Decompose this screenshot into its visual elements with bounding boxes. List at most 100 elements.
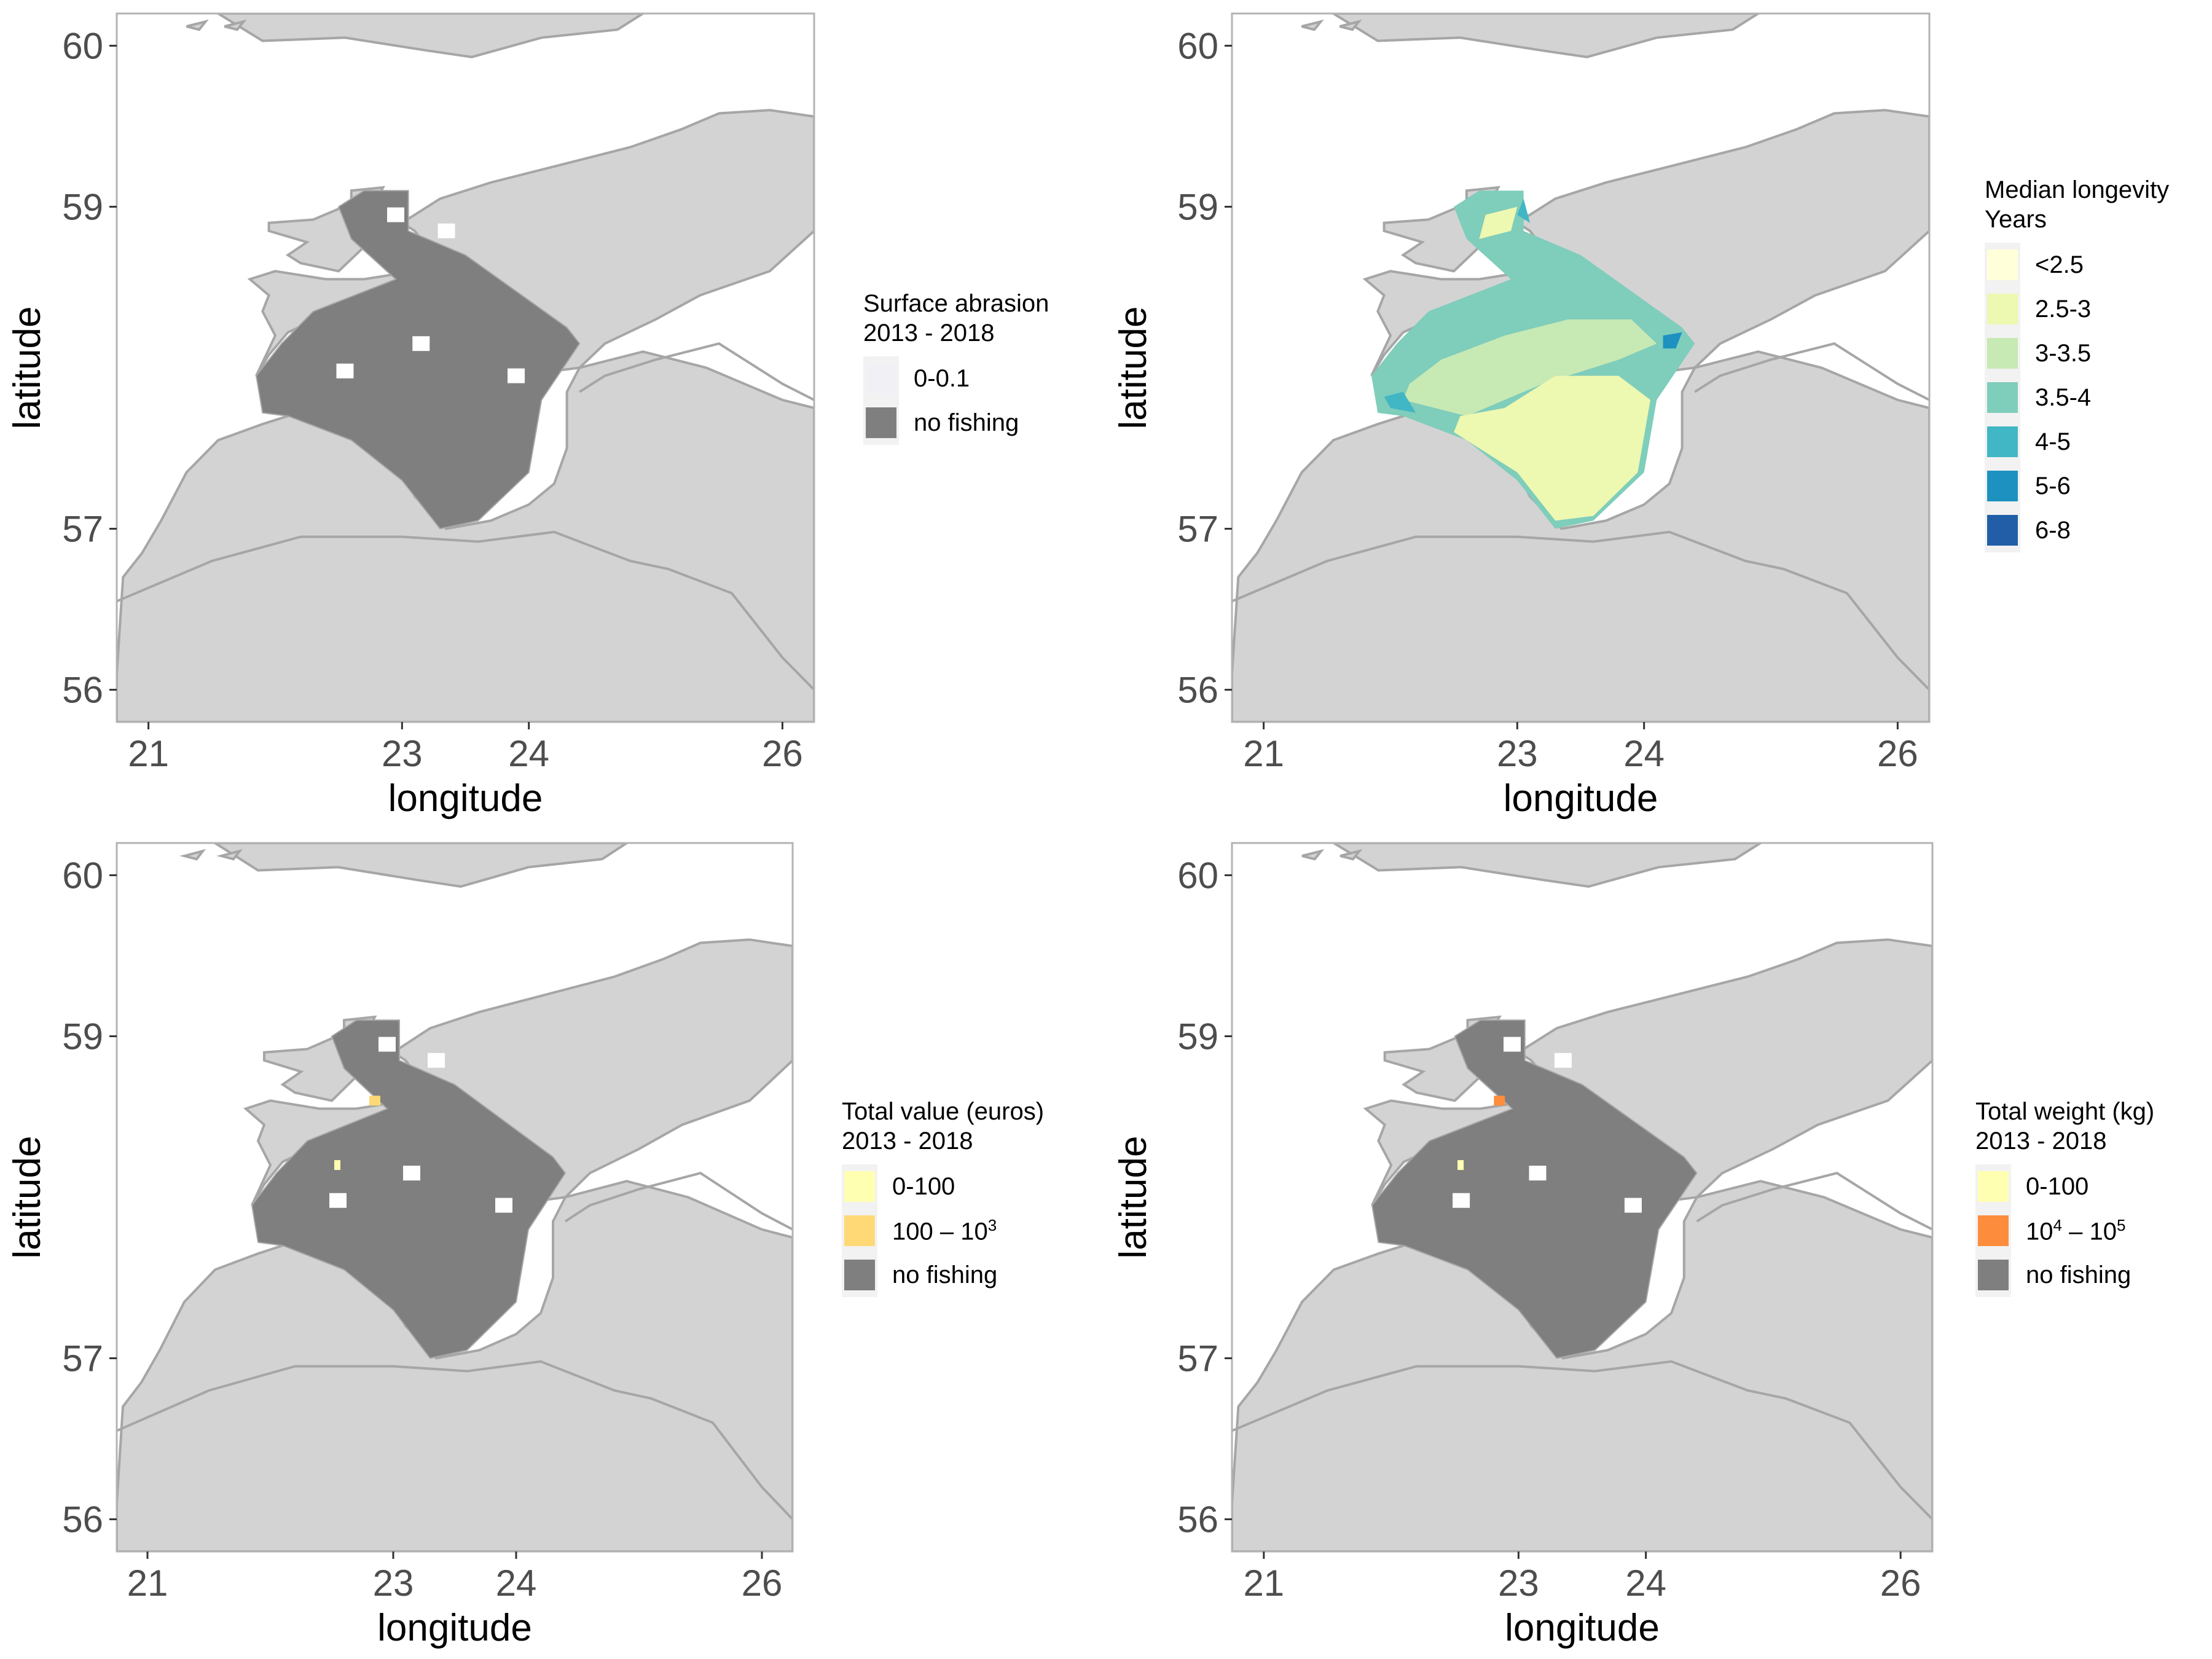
panel-total-weight: 21 23 24 26 60 59 57 56 longitude latitude Total …: [1106, 830, 2212, 1659]
legend-key: [1985, 287, 2020, 331]
no-fishing-area: [1371, 1019, 1698, 1359]
island: [1339, 849, 1363, 861]
legend-label: no fishing: [914, 409, 1019, 436]
longevity-zone: [1479, 206, 1518, 239]
border-line: [1694, 342, 1929, 401]
legend-swatch: [1987, 338, 2018, 369]
legend-item: 5-6: [1985, 464, 2169, 508]
legend-label: 3-3.5: [2035, 339, 2092, 367]
legend-label-part: 5: [2116, 1215, 2126, 1234]
x-tick-label: 26: [1877, 733, 1918, 774]
y-tick-label: 60: [1177, 25, 1218, 66]
legend: Median longevity Years <2.5 2.5-3 3-3.5 3.5-…: [1985, 175, 2169, 552]
fishing-cell: [1457, 1160, 1464, 1171]
legend-item: no fishing: [842, 1253, 1044, 1297]
panel-median-longevity: 21 23 24 26 60 59 57 56 longitude latitude Median…: [1106, 0, 2212, 830]
legend-key: [1985, 375, 2020, 420]
y-tick-label: 60: [62, 855, 103, 896]
fishing-cell: [334, 1160, 340, 1171]
y-tick-label: 59: [1177, 186, 1218, 227]
grid-gap: [508, 368, 525, 383]
legend-swatch: [866, 407, 896, 438]
legend: Total value (euros) 2013 - 2018 0-100 100 …: [842, 1097, 1044, 1297]
island: [1301, 849, 1325, 861]
border-line: [1232, 1360, 1932, 1521]
y-tick-label: 59: [1177, 1016, 1218, 1057]
legend-label: no fishing: [892, 1261, 998, 1288]
grid-gap: [437, 223, 455, 238]
y-axis-title: latitude: [6, 307, 49, 429]
island: [216, 849, 243, 861]
island: [1301, 19, 1324, 31]
border-line: [579, 342, 814, 401]
legend-title: Median longevity Years: [1985, 176, 2170, 233]
x-axis-title: longitude: [377, 1607, 532, 1649]
map-layers: [1232, 14, 1929, 722]
longevity-zone: [1663, 332, 1682, 349]
y-tick-label: 60: [62, 25, 103, 66]
y-tick-label: 59: [62, 186, 103, 227]
x-tick-label: 24: [496, 1563, 537, 1604]
legend-key: [863, 401, 899, 445]
legend-label: 3.5-4: [2035, 383, 2092, 411]
no-fishing-area: [251, 1019, 567, 1359]
legend-label: no fishing: [2026, 1261, 2132, 1288]
y-tick-label: 59: [62, 1016, 103, 1057]
longevity-zone: [1384, 391, 1416, 413]
legend: Total weight (kg) 2013 - 2018 0-100 104 – …: [1975, 1097, 2154, 1297]
legend-key: [1975, 1164, 2011, 1209]
border-line: [1232, 530, 1929, 691]
legend-swatch: [866, 363, 896, 394]
map-layers: [1232, 843, 1932, 1551]
x-tick-label: 23: [1497, 733, 1538, 774]
y-tick-label: 57: [1177, 1338, 1218, 1379]
grid-gap: [403, 1166, 420, 1181]
legend-key: [1985, 464, 2020, 508]
land-north: [213, 843, 629, 888]
grid-gap: [1624, 1198, 1642, 1213]
grid-gap: [495, 1198, 512, 1213]
y-axis-title: latitude: [6, 1136, 49, 1259]
legend-label: 0-100: [892, 1172, 955, 1200]
legend-label: 100 – 103: [892, 1216, 997, 1245]
x-tick-label: 24: [1623, 733, 1665, 774]
y-tick-label: 56: [1177, 670, 1218, 711]
y-axis-title: latitude: [1112, 1136, 1155, 1259]
panel-total-value: 21 23 24 26 60 59 57 56 longitude latitude Total …: [0, 830, 1106, 1659]
grid-gap: [329, 1193, 347, 1208]
legend-swatch: [1978, 1260, 2009, 1290]
grid-gap: [1529, 1166, 1547, 1181]
legend-item: 3-3.5: [1985, 331, 2169, 375]
y-tick-label: 56: [1177, 1499, 1218, 1540]
y-tick-label: 56: [62, 670, 103, 711]
legend-label: 0-0.1: [914, 364, 970, 392]
legend-key: [1985, 243, 2020, 287]
plot-border: [116, 12, 815, 723]
legend-swatch: [1987, 382, 2018, 413]
no-fishing-area: [255, 190, 581, 530]
grid-gap: [428, 1053, 445, 1068]
map-layers: [117, 843, 793, 1551]
legend-label: 2.5-3: [2035, 295, 2092, 323]
y-tick-label: 57: [1177, 509, 1218, 550]
x-tick-label: 23: [373, 1563, 414, 1604]
legend-swatch: [1987, 249, 2018, 280]
grid-gap: [1453, 1193, 1470, 1208]
legend-item: 2.5-3: [1985, 287, 2169, 331]
map-plot: 21 23 24 26 60 59 57 56 longitude latitude: [1112, 12, 1931, 820]
legend-label-part: – 10: [2061, 1218, 2117, 1245]
legend-key: [1985, 331, 2020, 375]
map-plot: 21 23 24 26 60 59 57 56 longitude latitude: [6, 12, 815, 820]
legend-swatch: [844, 1171, 875, 1202]
legend-item: 0-100: [1975, 1164, 2154, 1209]
legend-swatch: [1987, 426, 2018, 457]
legend-title: Surface abrasion 2013 - 2018: [863, 290, 1049, 347]
legend-label-part: 4: [2053, 1215, 2062, 1234]
land-south: [117, 1180, 793, 1551]
legend-swatch: [1978, 1171, 2009, 1202]
grid-gap: [412, 336, 430, 351]
legend-item: 0-100: [842, 1164, 1044, 1209]
longevity-zone: [1454, 375, 1650, 521]
x-tick-label: 24: [1625, 1563, 1666, 1604]
border-line: [117, 1360, 793, 1520]
